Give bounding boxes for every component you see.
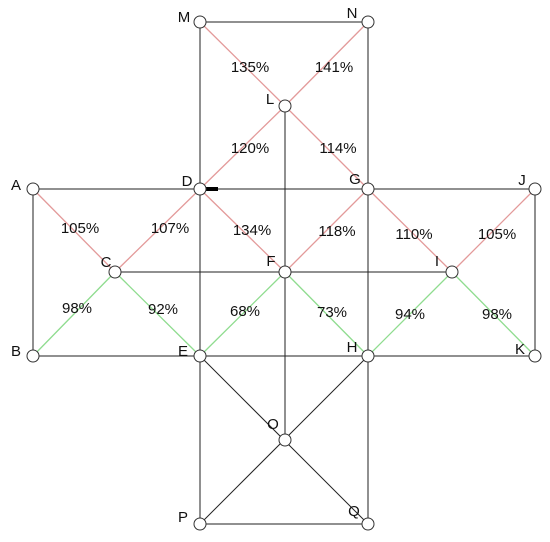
- edge-label: 92%: [148, 301, 178, 318]
- node-label: L: [266, 91, 274, 108]
- node-label: K: [515, 341, 525, 358]
- node: [193, 15, 207, 29]
- edge: [451, 188, 536, 273]
- edge: [32, 271, 116, 357]
- edge-label: 114%: [319, 140, 356, 157]
- edge-label: 118%: [318, 223, 355, 240]
- node-label: I: [435, 253, 439, 270]
- edge: [284, 188, 369, 273]
- edge: [199, 105, 286, 190]
- edge: [284, 21, 369, 107]
- edge: [451, 271, 536, 357]
- node-label: B: [11, 343, 21, 360]
- edge-label: 68%: [230, 303, 260, 320]
- edge: [284, 105, 369, 190]
- node-label: E: [178, 343, 188, 360]
- node: [278, 433, 292, 447]
- edge-label: 73%: [317, 304, 347, 321]
- edge: [199, 271, 286, 357]
- edge: [114, 271, 201, 357]
- node: [108, 265, 122, 279]
- node: [193, 517, 207, 531]
- node: [193, 182, 207, 196]
- edge: [199, 188, 286, 273]
- edge: [284, 271, 369, 357]
- edge: [367, 271, 453, 357]
- node: [445, 265, 459, 279]
- edge-label: 94%: [395, 306, 425, 323]
- edge-label: 105%: [478, 226, 516, 243]
- edge-label: 134%: [233, 222, 271, 239]
- node: [528, 349, 542, 363]
- node-label: O: [267, 416, 279, 433]
- node: [26, 182, 40, 196]
- edge-label: 135%: [231, 59, 269, 76]
- node: [26, 349, 40, 363]
- node-label: H: [347, 339, 358, 356]
- edge-label: 120%: [231, 140, 269, 157]
- node-label: A: [11, 177, 21, 194]
- edge-label: 98%: [482, 306, 512, 323]
- node-label: G: [349, 171, 361, 188]
- edge-label: 141%: [315, 59, 353, 76]
- node-label: C: [101, 254, 112, 271]
- edge: [367, 188, 453, 273]
- edge: [32, 188, 116, 273]
- node: [361, 15, 375, 29]
- node: [193, 349, 207, 363]
- node-label: Q: [348, 503, 360, 520]
- edge: [114, 188, 201, 273]
- edge-label: 107%: [151, 220, 189, 237]
- node: [278, 99, 292, 113]
- node-label: D: [182, 173, 193, 190]
- node: [528, 182, 542, 196]
- node: [361, 182, 375, 196]
- node: [361, 517, 375, 531]
- node: [278, 265, 292, 279]
- edge-label: 110%: [395, 226, 432, 243]
- node-label: J: [518, 172, 526, 189]
- node-label: N: [347, 5, 358, 22]
- node-label: F: [266, 253, 275, 270]
- node-label: P: [178, 509, 188, 526]
- edge-label: 98%: [62, 300, 92, 317]
- edge-label: 105%: [61, 220, 99, 237]
- edge: [199, 21, 286, 107]
- node: [361, 349, 375, 363]
- node-label: M: [178, 9, 191, 26]
